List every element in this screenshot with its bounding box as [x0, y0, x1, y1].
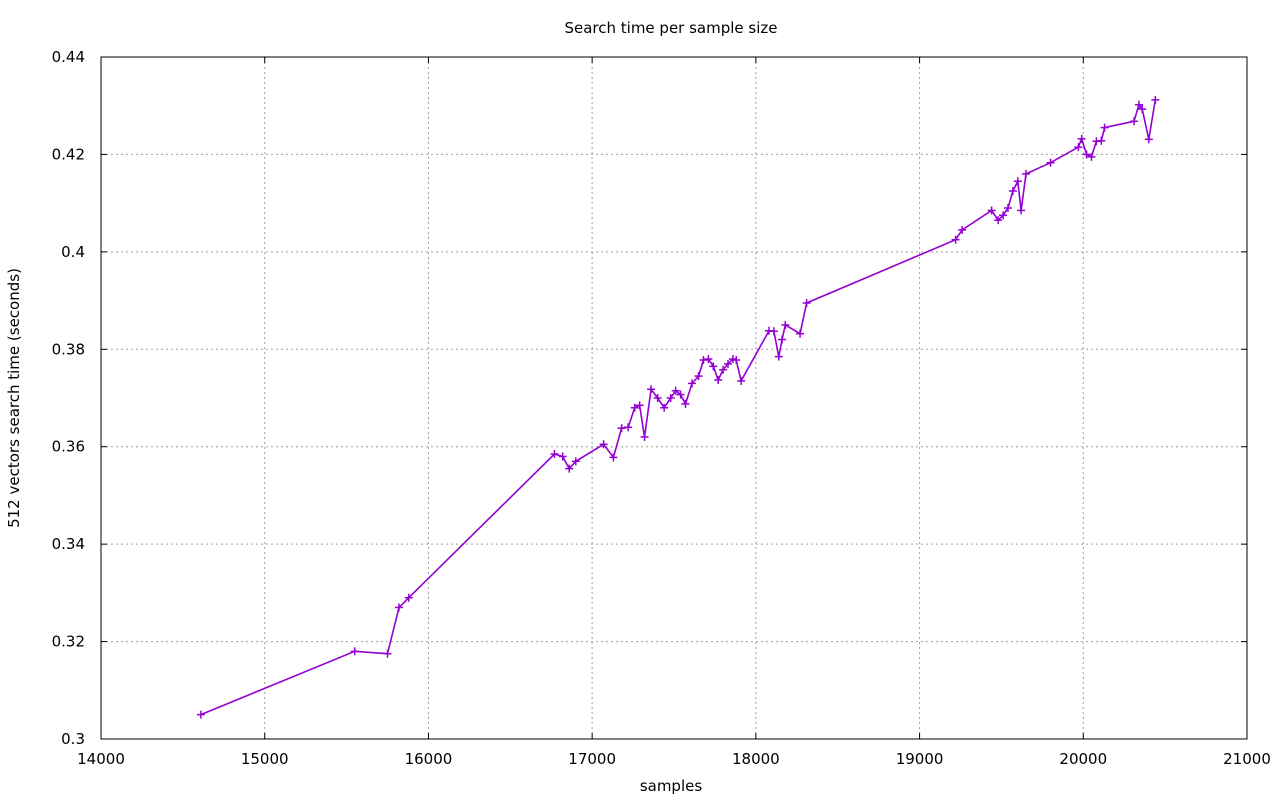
plot-frame: [100, 56, 1248, 740]
data-point-marker: [714, 375, 723, 384]
data-point-marker: [781, 320, 790, 329]
y-tick-label: 0.36: [52, 438, 85, 456]
data-point-marker: [558, 452, 567, 461]
data-point-marker: [1074, 143, 1083, 152]
data-point-marker: [1077, 134, 1086, 143]
data-point-marker: [1134, 100, 1143, 109]
data-point-marker: [404, 593, 413, 602]
data-point-marker: [774, 352, 783, 361]
y-tick-label: 0.32: [52, 633, 85, 651]
data-point-marker: [704, 355, 713, 364]
data-point-marker: [796, 329, 805, 338]
data-point-marker: [987, 206, 996, 215]
x-tick-label: 21000: [1223, 750, 1271, 768]
x-tick-label: 16000: [405, 750, 453, 768]
data-point-marker: [994, 216, 1003, 225]
data-point-marker: [640, 432, 649, 441]
data-point-marker: [617, 424, 626, 433]
data-point-marker: [732, 356, 741, 365]
data-point-marker: [550, 450, 559, 459]
data-point-marker: [778, 335, 787, 344]
data-point-marker: [1013, 177, 1022, 186]
data-point-marker: [671, 386, 680, 395]
data-point-marker: [1151, 95, 1160, 104]
data-point-marker: [383, 649, 392, 658]
data-point-marker: [769, 327, 778, 336]
y-axis-label: 512 vectors search time (seconds): [5, 268, 23, 528]
data-point-marker: [1082, 150, 1091, 159]
y-tick-label: 0.4: [61, 243, 85, 261]
data-point-marker: [350, 647, 359, 656]
data-point-marker: [676, 390, 685, 399]
data-point-marker: [1046, 158, 1055, 167]
data-point-marker: [647, 385, 656, 394]
data-point-marker: [635, 401, 644, 410]
data-point-marker: [1017, 206, 1026, 215]
data-point-marker: [1003, 204, 1012, 213]
x-tick-label: 19000: [896, 750, 944, 768]
data-point-marker: [688, 379, 697, 388]
y-tick-label: 0.44: [52, 48, 85, 66]
data-point-marker: [719, 365, 728, 374]
data-point-marker: [624, 423, 633, 432]
data-point-marker: [802, 299, 811, 308]
tick-labels: 14000 15000 16000 17000 18000 19000 20000 21000…: [52, 48, 1271, 768]
data-point-marker: [737, 376, 746, 385]
series-layer: [196, 95, 1160, 719]
data-point-marker: [1144, 135, 1153, 144]
chart-title: Search time per sample size: [564, 19, 777, 37]
data-point-marker: [609, 453, 618, 462]
data-point-marker: [660, 403, 669, 412]
data-point-marker: [951, 235, 960, 244]
data-point-marker: [694, 372, 703, 381]
data-point-marker: [565, 464, 574, 473]
data-point-marker: [653, 394, 662, 402]
grid-lines: [101, 57, 1247, 739]
data-point-marker: [571, 457, 580, 466]
data-point-marker: [599, 440, 608, 449]
x-tick-label: 14000: [77, 750, 125, 768]
data-point-marker: [666, 394, 675, 402]
x-tick-label: 20000: [1059, 750, 1107, 768]
data-point-marker: [196, 710, 205, 719]
x-tick-label: 17000: [568, 750, 616, 768]
data-point-marker: [1138, 105, 1147, 114]
data-point-marker: [999, 211, 1008, 220]
y-tick-label: 0.38: [52, 340, 85, 358]
x-tick-label: 18000: [732, 750, 780, 768]
y-tick-label: 0.34: [52, 535, 85, 553]
data-point-marker: [1087, 152, 1096, 161]
y-tick-label: 0.3: [61, 730, 85, 748]
data-point-marker: [681, 399, 690, 408]
data-point-marker: [699, 356, 708, 365]
data-point-marker: [1008, 186, 1017, 195]
data-point-marker: [709, 362, 718, 371]
data-point-marker: [1100, 123, 1109, 132]
data-point-marker: [1021, 169, 1030, 178]
x-tick-label: 15000: [241, 750, 289, 768]
data-point-marker: [630, 403, 639, 412]
data-point-marker: [394, 603, 403, 612]
data-point-marker: [958, 225, 967, 234]
data-point-marker: [1097, 136, 1106, 145]
y-tick-label: 0.42: [52, 145, 85, 163]
data-point-marker: [1130, 117, 1139, 126]
data-point-marker: [724, 359, 733, 368]
x-axis-label: samples: [640, 777, 703, 795]
